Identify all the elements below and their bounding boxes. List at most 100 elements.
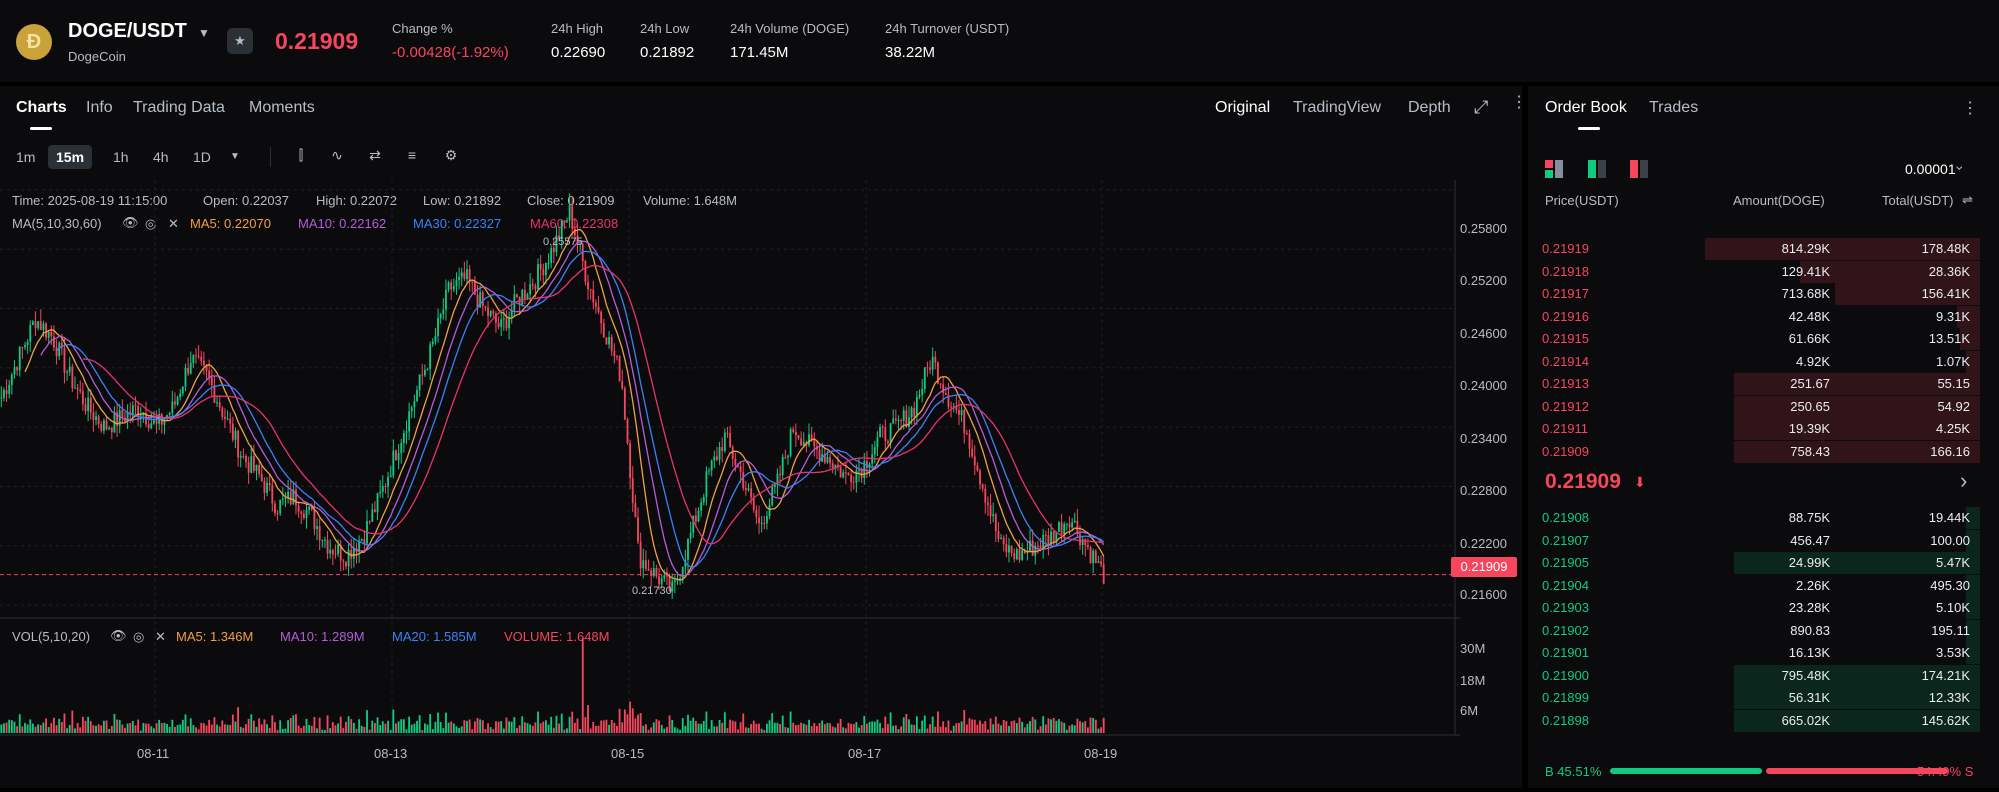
bid-row[interactable]: 0.21908 88.75K 19.44K — [1530, 507, 1980, 529]
indicator-icon[interactable]: ∿ — [331, 147, 343, 163]
volume-bar — [997, 723, 1000, 733]
tab-moments[interactable]: Moments — [249, 99, 315, 116]
view-original[interactable]: Original — [1215, 99, 1271, 116]
chevron-down-icon[interactable]: ▼ — [198, 26, 210, 40]
ask-row[interactable]: 0.21917 713.68K 156.41K — [1530, 283, 1980, 305]
bid-row[interactable]: 0.21905 24.99K 5.47K — [1530, 552, 1980, 574]
volume-bar — [1021, 721, 1024, 733]
volume-bar — [1060, 721, 1063, 733]
volume-bar — [616, 725, 618, 733]
orderbook-menu-icon[interactable]: ⋮ — [1962, 100, 1978, 117]
ask-row[interactable]: 0.21915 61.66K 13.51K — [1530, 328, 1980, 350]
candle-body — [358, 540, 361, 552]
volume-bar — [505, 717, 508, 733]
timeframe-dropdown-icon[interactable]: ▼ — [230, 151, 240, 162]
gear-icon[interactable]: ◎ — [133, 629, 145, 644]
volume-bar — [847, 722, 850, 733]
view-depth[interactable]: Depth — [1408, 99, 1451, 116]
bid-row[interactable]: 0.21898 665.02K 145.62K — [1530, 709, 1980, 732]
timeframe-15m[interactable]: 15m — [48, 145, 93, 169]
chevron-right-icon[interactable]: › — [1960, 468, 1968, 493]
tab-info[interactable]: Info — [86, 99, 113, 116]
chevron-down-icon[interactable]: › — [1952, 165, 1969, 171]
timeframe-1h[interactable]: 1h — [113, 149, 129, 165]
eye-icon[interactable]: 👁 — [122, 215, 139, 230]
ask-row[interactable]: 0.21913 251.67 55.15 — [1530, 373, 1980, 395]
volume-bar — [358, 719, 361, 733]
tab-trades[interactable]: Trades — [1649, 99, 1699, 116]
timeframe-4h[interactable]: 4h — [153, 149, 169, 165]
volume-bar — [831, 726, 834, 733]
volume-bar — [384, 723, 387, 733]
chart-settings-icon[interactable]: ⚙ — [444, 147, 458, 163]
volume-bar — [76, 722, 79, 733]
gear-icon[interactable]: ◎ — [145, 216, 157, 231]
bid-row[interactable]: 0.21900 795.48K 174.21K — [1530, 664, 1980, 687]
ask-price: 0.21914 — [1542, 353, 1589, 369]
ask-row[interactable]: 0.21919 814.29K 178.48K — [1530, 238, 1980, 260]
sort-icon[interactable]: ⇌ — [1962, 192, 1973, 207]
timeframe-1m[interactable]: 1m — [16, 149, 36, 165]
volume-bar — [405, 729, 408, 733]
eye-icon[interactable]: 👁 — [110, 628, 127, 643]
tab-charts[interactable]: Charts — [16, 99, 67, 116]
candle-body — [587, 281, 589, 290]
volume-bar — [213, 717, 216, 733]
candle-body — [116, 412, 118, 426]
panel-menu-icon[interactable]: ⋮ — [1511, 94, 1527, 111]
volume-bar — [342, 727, 345, 733]
candle-body — [81, 391, 84, 405]
tick-size-select[interactable]: 0.00001 — [1905, 161, 1956, 177]
timeframe-1d[interactable]: 1D — [193, 149, 211, 165]
view-both-icon[interactable] — [1545, 160, 1565, 178]
ask-row[interactable]: 0.21909 758.43 166.16 — [1530, 440, 1980, 463]
ticker-header: Ð DOGE/USDT ▼ DogeCoin ★ 0.21909 Change … — [0, 0, 1999, 82]
candle-body — [229, 418, 232, 424]
candle-body — [87, 397, 90, 412]
price-chart[interactable] — [0, 180, 1460, 740]
bid-row[interactable]: 0.21901 16.13K 3.53K — [1530, 642, 1980, 664]
volume-bar — [287, 720, 290, 733]
volume-bar — [952, 725, 955, 733]
volume-bar — [863, 715, 866, 733]
tab-order-book[interactable]: Order Book — [1545, 99, 1627, 116]
volume-bar — [479, 719, 482, 733]
symbol-title[interactable]: DOGE/USDT — [68, 20, 187, 42]
ask-depth-bar — [1800, 260, 1980, 283]
volume-bar — [531, 725, 534, 733]
ask-row[interactable]: 0.21916 42.48K 9.31K — [1530, 305, 1980, 328]
view-tradingview[interactable]: TradingView — [1293, 99, 1382, 116]
close-icon[interactable]: ✕ — [155, 629, 166, 644]
candle-body — [939, 383, 942, 385]
bid-row[interactable]: 0.21899 56.31K 12.33K — [1530, 687, 1980, 709]
view-bids-icon[interactable] — [1588, 160, 1608, 178]
candle-body — [352, 548, 355, 559]
ask-row[interactable]: 0.21914 4.92K 1.07K — [1530, 350, 1980, 373]
view-asks-icon[interactable] — [1630, 160, 1650, 178]
ask-row[interactable]: 0.21912 250.65 54.92 — [1530, 395, 1980, 418]
volume-bar — [545, 720, 547, 733]
volume-bar — [221, 720, 224, 733]
close-icon[interactable]: ✕ — [168, 216, 179, 231]
volume-bar — [1047, 718, 1050, 733]
favorite-star-icon[interactable]: ★ — [227, 28, 253, 54]
tab-trading-data[interactable]: Trading Data — [133, 99, 225, 116]
drawing-icon[interactable]: ≡ — [407, 147, 417, 163]
ask-row[interactable]: 0.21918 129.41K 28.36K — [1530, 260, 1980, 283]
bid-row[interactable]: 0.21907 456.47 100.00 — [1530, 529, 1980, 552]
bid-row[interactable]: 0.21904 2.26K 495.30 — [1530, 574, 1980, 597]
volume-bar — [373, 723, 376, 733]
ma30-line — [56, 250, 1105, 568]
volume-bar — [639, 713, 642, 733]
candle-type-icon[interactable]: ⫿ — [298, 147, 304, 163]
ask-row[interactable]: 0.21911 19.39K 4.25K — [1530, 418, 1980, 440]
volume-bar — [200, 722, 203, 733]
expand-icon[interactable]: ⤢ — [1474, 97, 1489, 117]
volume-bar — [3, 723, 5, 733]
volume-bar — [810, 726, 813, 733]
volume-bar — [597, 725, 600, 733]
compare-icon[interactable]: ⇄ — [369, 147, 381, 163]
bid-row[interactable]: 0.21903 23.28K 5.10K — [1530, 597, 1980, 619]
x-tick: 08-15 — [611, 746, 645, 761]
bid-row[interactable]: 0.21902 890.83 195.11 — [1530, 619, 1980, 642]
